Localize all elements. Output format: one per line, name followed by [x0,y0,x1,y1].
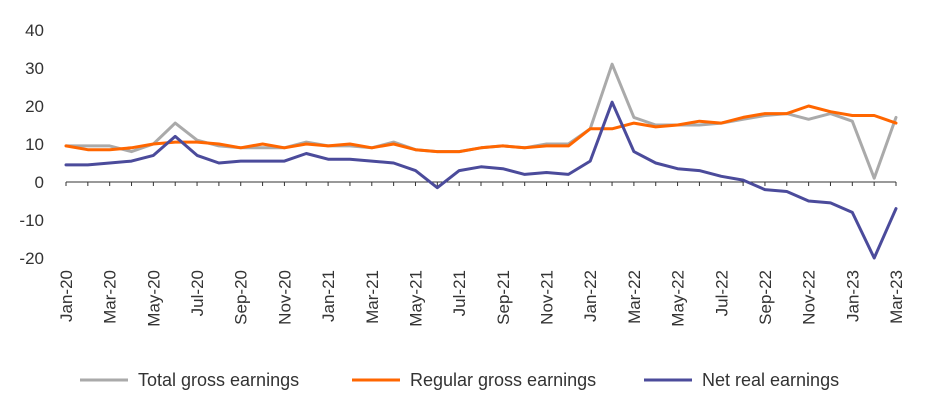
legend-label-regular-gross-earnings: Regular gross earnings [410,370,596,390]
x-tick-label: Mar-20 [101,270,120,324]
y-tick-label: 40 [25,21,44,40]
x-tick-label: Sep-21 [494,270,513,325]
x-tick-label: May-20 [144,270,163,327]
x-tick-label: Jul-20 [188,270,207,316]
x-tick-label: Jan-21 [319,270,338,322]
x-tick-label: Nov-20 [275,270,294,325]
y-tick-label: 30 [25,59,44,78]
y-tick-label: 20 [25,97,44,116]
x-tick-label: Jan-23 [843,270,862,322]
x-axis: Jan-20 Mar-20 May-20 Jul-20 Sep-20 Nov-20 Jan-… [57,182,906,327]
x-tick-label: Sep-20 [232,270,251,325]
y-tick-label: -10 [19,211,44,230]
x-tick-label: Nov-22 [800,270,819,325]
series-line-regular-gross-earnings [64,104,898,154]
series-line-total-gross-earnings [64,62,898,180]
y-tick-label: -20 [19,249,44,268]
x-tick-label: Jan-22 [581,270,600,322]
x-tick-label: Mar-23 [887,270,906,324]
legend-label-total-gross-earnings: Total gross earnings [138,370,299,390]
x-tick-label: Jan-20 [57,270,76,322]
y-tick-label: 10 [25,135,44,154]
y-tick-label: 0 [35,173,44,192]
legend-label-net-real-earnings: Net real earnings [702,370,839,390]
series-lines [64,62,898,260]
x-tick-label: Mar-21 [363,270,382,324]
x-tick-label: Nov-21 [538,270,557,325]
x-tick-label: Sep-22 [756,270,775,325]
x-tick-label: Jul-21 [450,270,469,316]
x-tick-label: Jul-22 [712,270,731,316]
x-tick-label: Mar-22 [625,270,644,324]
x-tick-label: May-21 [406,270,425,327]
series-line-net-real-earnings [64,100,898,260]
x-tick-label: May-22 [669,270,688,327]
legend: Total gross earnings Regular gross earnin… [80,370,839,390]
